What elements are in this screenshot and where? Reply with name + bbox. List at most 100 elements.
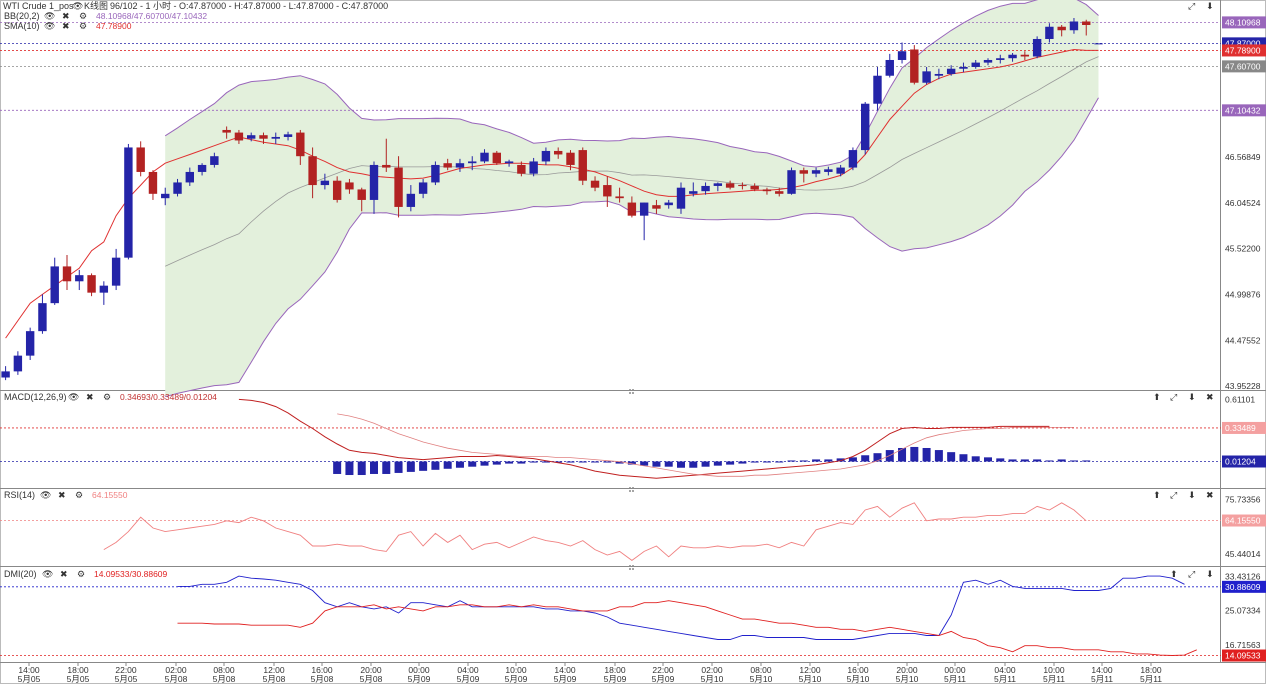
macd-histogram-bar xyxy=(848,457,857,462)
gear-icon[interactable]: ⚙ xyxy=(75,491,83,501)
x-tick-time: 14:00 xyxy=(18,665,40,675)
x-tick-date: 5月11 xyxy=(1043,674,1065,684)
candle-body xyxy=(394,167,403,207)
macd-histogram-bar xyxy=(370,461,378,474)
candle-body xyxy=(320,180,330,186)
candle-body xyxy=(1045,26,1054,39)
x-axis: 14:005月0518:005月0522:005月0502:005月0808:0… xyxy=(18,662,1162,684)
candle-body xyxy=(13,355,23,372)
macd-histogram-bar xyxy=(836,458,845,462)
gear-icon[interactable]: ⚙ xyxy=(103,393,111,403)
candlesticks xyxy=(1,17,1103,381)
x-tick-date: 5月08 xyxy=(263,674,286,684)
eye-icon[interactable]: 👁 xyxy=(40,491,51,501)
x-tick-time: 10:00 xyxy=(1043,665,1065,675)
candle-body xyxy=(996,58,1005,60)
price-badge-bg xyxy=(1222,60,1266,73)
arrow-down-icon[interactable]: ⬇ xyxy=(1188,393,1196,403)
x-tick-time: 16:00 xyxy=(311,665,333,675)
candle-body xyxy=(861,103,870,151)
eye-icon[interactable]: 👁 xyxy=(68,393,79,403)
candle-body xyxy=(431,164,440,183)
candle-body xyxy=(38,303,47,332)
candle-body xyxy=(541,150,551,162)
x-tick-time: 00:00 xyxy=(408,665,430,675)
pane-resize-handles[interactable] xyxy=(629,389,634,570)
macd-histogram-bar xyxy=(333,461,342,474)
x-tick-date: 5月10 xyxy=(896,674,919,684)
x-tick-date: 5月11 xyxy=(1140,674,1162,684)
candle-body xyxy=(811,170,821,174)
candle-body xyxy=(885,59,894,76)
close-icon[interactable]: ✖ xyxy=(1206,491,1214,501)
x-tick-date: 5月08 xyxy=(360,674,383,684)
candle-body xyxy=(959,66,968,69)
main-header: WTI Crude 1_pos 👁 K线图 96/102 - 1 小时 - O:… xyxy=(3,0,1214,32)
candle-body xyxy=(332,180,342,200)
macd-histogram-bar xyxy=(554,461,563,463)
candle-body xyxy=(897,51,907,60)
candle-body xyxy=(590,180,600,188)
arrow-up-icon[interactable]: ⬆ xyxy=(1153,491,1161,501)
macd-histogram-bar xyxy=(861,455,870,462)
eye-icon[interactable]: 👁 xyxy=(44,22,55,32)
close-icon[interactable]: ✖ xyxy=(86,393,94,403)
macd-histogram-bar xyxy=(1057,459,1066,462)
macd-histogram-bar xyxy=(505,461,514,464)
dmi-y-tick: 16.71563 xyxy=(1225,640,1261,650)
expand-icon[interactable]: ⤢ xyxy=(1187,570,1195,580)
arrow-down-icon[interactable]: ⬇ xyxy=(1206,570,1214,580)
macd-badge: 0.01204 xyxy=(1225,457,1256,467)
candle-body xyxy=(259,135,268,139)
x-tick-date: 5月05 xyxy=(115,674,138,684)
expand-icon[interactable]: ⤢ xyxy=(1187,2,1195,12)
candle-body xyxy=(934,73,944,76)
close-icon[interactable]: ✖ xyxy=(60,570,68,580)
y-tick-label: 44.47552 xyxy=(1225,335,1261,345)
arrow-up-icon[interactable]: ⬆ xyxy=(1153,393,1161,403)
candle-body xyxy=(873,75,882,104)
macd-plot xyxy=(0,398,1221,479)
x-tick-time: 16:00 xyxy=(847,665,869,675)
eye-icon[interactable]: 👁 xyxy=(44,12,55,22)
gear-icon[interactable]: ⚙ xyxy=(79,22,87,32)
macd-histogram-bar xyxy=(517,461,526,464)
candle-body xyxy=(1020,54,1030,57)
expand-icon[interactable]: ⤢ xyxy=(1169,393,1177,403)
close-icon[interactable]: ✖ xyxy=(1206,393,1214,403)
macd-histogram-bar xyxy=(566,461,575,463)
candle-body xyxy=(406,193,416,207)
candle-body xyxy=(1032,38,1042,57)
close-icon[interactable]: ✖ xyxy=(62,12,70,22)
candle-body xyxy=(1082,21,1091,25)
eye-icon[interactable]: 👁 xyxy=(42,570,53,580)
candle-body xyxy=(271,136,280,139)
arrow-down-icon[interactable]: ⬇ xyxy=(1188,491,1196,501)
price-badge: 47.87000 xyxy=(1225,38,1261,48)
close-icon[interactable]: ✖ xyxy=(58,491,66,501)
ohlc-info: 96/102 - 1 小时 - O:47.87000 - H:47.87000 … xyxy=(110,0,388,11)
eye-icon[interactable]: 👁 xyxy=(72,2,83,12)
candle-body xyxy=(504,161,514,164)
macd-histogram-bar xyxy=(898,447,907,462)
x-tick-date: 5月10 xyxy=(750,674,773,684)
gear-icon[interactable]: ⚙ xyxy=(79,12,87,22)
dmi-badge-bg xyxy=(1222,649,1266,662)
marker-lines xyxy=(0,21,1221,111)
close-icon[interactable]: ✖ xyxy=(62,22,70,32)
x-tick-date: 5月09 xyxy=(604,674,627,684)
dmi-y-tick: 25.07334 xyxy=(1225,606,1261,616)
expand-icon[interactable]: ⤢ xyxy=(1169,491,1177,501)
macd-y-tick: 0.61101 xyxy=(1225,394,1255,404)
arrow-up-icon[interactable]: ⬆ xyxy=(1170,570,1178,580)
price-badge: 47.10432 xyxy=(1225,105,1261,115)
arrow-down-icon[interactable]: ⬇ xyxy=(1206,2,1214,12)
macd-histogram-bar xyxy=(382,461,391,474)
gear-icon[interactable]: ⚙ xyxy=(77,570,85,580)
chart-type: K线图 xyxy=(84,0,108,11)
bb-title: BB(20,2) xyxy=(4,11,40,21)
x-tick-date: 5月11 xyxy=(1091,674,1113,684)
macd-histogram-bar xyxy=(812,459,821,462)
x-tick-date: 5月10 xyxy=(799,674,822,684)
